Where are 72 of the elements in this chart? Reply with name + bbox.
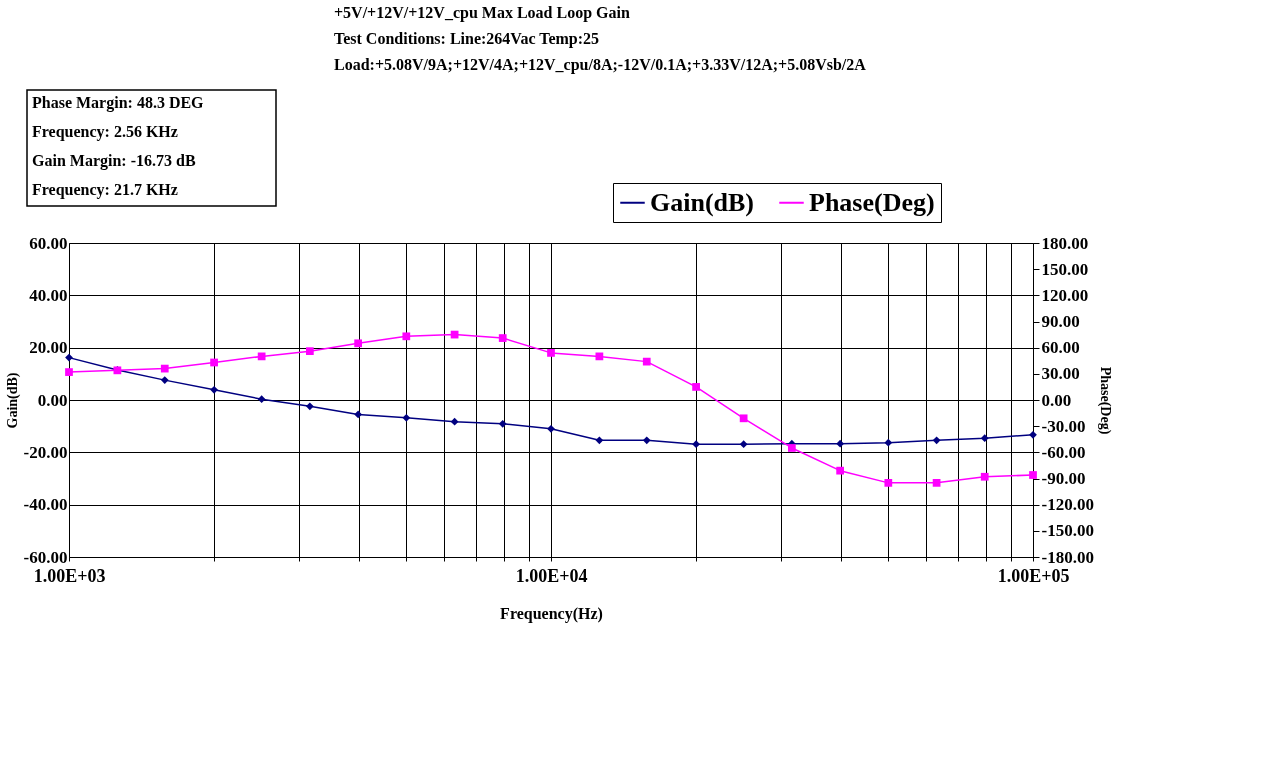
point <box>257 352 266 361</box>
y-tick-label: 60.00 <box>29 233 68 253</box>
x-tick-label: 1.00E+05 <box>997 565 1070 586</box>
point <box>642 436 651 445</box>
point <box>547 349 555 357</box>
point <box>450 417 459 426</box>
point <box>932 478 941 487</box>
x-tick-label: 1.00E+03 <box>33 565 106 586</box>
point <box>980 472 989 481</box>
x-axis-title: Frequency(Hz) <box>500 604 603 623</box>
legend-label: Gain(dB) <box>650 187 755 217</box>
text: Frequency: 21.7 KHz <box>32 181 178 199</box>
point <box>65 353 73 362</box>
y2-axis-title: Phase(Deg) <box>1096 366 1113 435</box>
point <box>402 413 411 422</box>
point <box>692 383 700 391</box>
point <box>836 466 845 475</box>
point <box>932 436 941 445</box>
point <box>739 414 748 423</box>
y-tick-label: 0.00 <box>37 390 68 410</box>
point <box>354 410 363 419</box>
point <box>1029 430 1037 439</box>
point <box>498 334 507 342</box>
point <box>692 440 700 449</box>
point <box>210 358 218 367</box>
y2-tick-label: -60.00 <box>1041 442 1086 462</box>
point <box>305 347 314 356</box>
y-tick-label: 40.00 <box>29 285 68 305</box>
point <box>402 332 411 341</box>
point <box>498 419 507 428</box>
y2-tick-label: 90.00 <box>1041 312 1080 331</box>
point <box>354 339 363 348</box>
y2-tick-label: -150.00 <box>1041 521 1094 541</box>
point <box>210 385 218 394</box>
point <box>257 395 266 404</box>
y2-tick-label: 30.00 <box>1041 364 1080 384</box>
point <box>642 357 651 366</box>
text: Gain Margin: -16.73 dB <box>32 152 196 170</box>
point <box>1029 471 1037 479</box>
y2-tick-label: 120.00 <box>1041 285 1089 305</box>
legend-label: Phase(Deg) <box>809 187 935 217</box>
y2-tick-label: -30.00 <box>1041 416 1086 436</box>
y2-tick-label: 150.00 <box>1041 259 1089 279</box>
text: Load:+5.08V/9A;+12V/4A;+12V_cpu/8A;-12V/0.1A;+3.33V/12A;+5.08Vsb/2A <box>334 56 867 74</box>
chart-title: +5V/+12V/+12V_cpu Max Load Loop Gain <box>334 4 630 22</box>
y2-tick-label: -90.00 <box>1041 469 1086 488</box>
point <box>884 478 893 487</box>
y2-tick-label: 0.00 <box>1041 390 1072 410</box>
point <box>305 402 314 411</box>
point <box>884 438 893 447</box>
chart-subtitle: Test Conditions: Line:264Vac Temp:25 <box>334 30 600 48</box>
y-tick-label: -40.00 <box>23 495 68 515</box>
y2-tick-label: -120.00 <box>1041 495 1094 515</box>
x-tick-label: 1.00E+04 <box>515 565 588 586</box>
y2-tick-label: 60.00 <box>1041 338 1080 358</box>
y-tick-label: -60.00 <box>23 547 68 567</box>
y2-tick-label: -180.00 <box>1041 547 1094 567</box>
y-tick-label: -20.00 <box>23 442 68 462</box>
y-tick-label: 20.00 <box>29 338 68 358</box>
y2-tick-label: 180.00 <box>1041 233 1089 253</box>
y-axis-title: Gain(dB) <box>4 372 21 429</box>
point <box>980 434 989 443</box>
point <box>787 444 796 452</box>
text: Phase Margin: 48.3 DEG <box>32 94 205 112</box>
point <box>547 424 555 433</box>
text: Frequency: 2.56 KHz <box>32 123 178 141</box>
point <box>160 376 169 384</box>
point <box>160 364 169 373</box>
point <box>739 440 748 449</box>
point <box>65 368 73 376</box>
point <box>836 439 845 448</box>
point <box>595 436 604 445</box>
